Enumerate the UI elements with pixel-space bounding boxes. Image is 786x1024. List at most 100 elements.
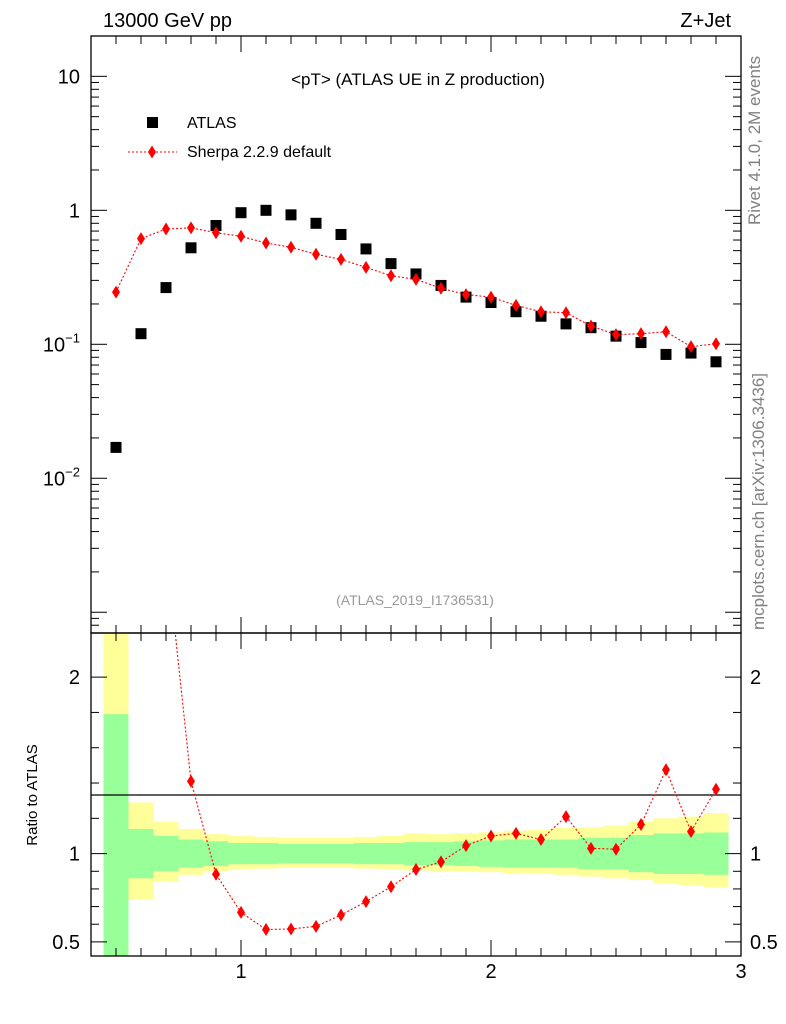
sherpa-marker: [637, 327, 645, 341]
sherpa-marker: [387, 269, 395, 283]
ratio-y-axis-label: Ratio to ATLAS: [24, 744, 41, 845]
legend: ATLAS Sherpa 2.2.9 default: [128, 115, 332, 161]
sherpa-marker: [287, 240, 295, 254]
stat-band-bin: [403, 842, 429, 866]
sherpa-marker: [712, 337, 720, 351]
ratio-line: [174, 633, 717, 931]
sherpa-marker: [612, 328, 620, 342]
main-y-tick-label: 1: [69, 200, 80, 222]
sherpa-marker: [587, 319, 595, 333]
rivet-label: Rivet 4.1.0, 2M events: [745, 56, 764, 225]
ratio-y-tick-label-left: 2: [69, 667, 80, 689]
sherpa-marker: [212, 226, 220, 240]
ratio-axis-ticks: [91, 633, 742, 956]
sherpa-marker: [487, 290, 495, 304]
stat-band-bin: [678, 833, 704, 874]
main-y-tick-label: 10−1: [43, 330, 80, 356]
ratio-marker: [512, 826, 520, 840]
sherpa-marker: [187, 221, 195, 235]
atlas-marker: [285, 209, 297, 221]
ratio-tick-labels: 0.5 0.5 1 1 2 2 1 2 3: [52, 667, 778, 983]
stat-band-bin: [328, 843, 354, 864]
atlas-marker: [135, 328, 147, 340]
sherpa-marker: [312, 247, 320, 261]
stat-band-bin: [253, 843, 279, 865]
ratio-marker: [562, 810, 570, 824]
ratio-marker: [212, 867, 220, 881]
atlas-marker: [260, 204, 272, 216]
ratio-y-tick-label-right: 1: [750, 844, 761, 866]
ratio-y-tick-label-left: 0.5: [52, 932, 80, 954]
main-y-tick-labels: 10 1 10−1 10−2: [43, 66, 80, 490]
stat-band-bin: [103, 714, 129, 956]
ratio-marker: [487, 829, 495, 843]
ratio-marker: [612, 842, 620, 856]
atlas-marker: [310, 217, 322, 229]
atlas-marker: [210, 220, 222, 232]
ratio-marker: [462, 839, 470, 853]
ratio-y-tick-label-left: 1: [69, 844, 80, 866]
ratio-x-tick-label: 3: [735, 961, 746, 983]
ratio-marker: [387, 880, 395, 894]
stat-band-bin: [278, 843, 304, 864]
atlas-marker: [660, 348, 672, 360]
stat-band-bin: [353, 843, 379, 865]
ratio-marker: [637, 818, 645, 832]
ratio-marker: [587, 841, 595, 855]
atlas-marker: [635, 337, 647, 349]
ratio-bands-layer: [103, 633, 729, 956]
ratio-marker: [187, 774, 195, 788]
sherpa-line: [115, 227, 717, 348]
sherpa-marker: [512, 298, 520, 312]
ratio-marker: [537, 833, 545, 847]
ratio-marker: [712, 782, 720, 796]
atlas-marker: [160, 282, 172, 294]
atlas-marker: [335, 228, 347, 240]
header-process-label: Z+Jet: [680, 10, 731, 32]
sherpa-marker: [537, 305, 545, 319]
stat-band-bin: [203, 841, 229, 866]
legend-sherpa-marker: [148, 145, 156, 159]
stat-band-bin: [703, 832, 729, 875]
sherpa-marker: [562, 306, 570, 320]
ratio-frame: [90, 632, 742, 957]
sherpa-marker: [687, 340, 695, 354]
sherpa-marker: [437, 281, 445, 295]
ratio-x-tick-label: 2: [485, 961, 496, 983]
stat-band-bin: [653, 833, 679, 874]
ratio-x-tick-label: 1: [235, 961, 246, 983]
atlas-marker: [385, 258, 397, 270]
legend-sherpa-label: Sherpa 2.2.9 default: [187, 144, 332, 161]
sherpa-marker: [662, 325, 670, 339]
ratio-marker: [337, 908, 345, 922]
ratio-marker: [662, 763, 670, 777]
ratio-marker: [162, 540, 170, 553]
atlas-marker: [360, 243, 372, 255]
stat-band-bin: [628, 835, 654, 873]
atlas-marker: [560, 318, 572, 330]
stat-band-bin: [428, 842, 454, 866]
ratio-marker: [312, 919, 320, 933]
main-title: <pT> (ATLAS UE in Z production): [291, 70, 545, 89]
atlas-marker: [710, 356, 722, 368]
sherpa-marker: [237, 229, 245, 243]
sherpa-marker: [462, 288, 470, 302]
stat-band-bin: [478, 840, 504, 867]
main-y-tick-label: 10−2: [43, 464, 80, 490]
mcplots-label: mcplots.cern.ch [arXiv:1306.3436]: [749, 373, 768, 630]
sherpa-marker: [112, 285, 120, 299]
ratio-marker: [262, 923, 270, 937]
ratio-marker: [362, 895, 370, 909]
stat-band-bin: [153, 835, 179, 872]
atlas-marker: [185, 242, 197, 254]
stat-band-bin: [178, 839, 204, 868]
stat-band-bin: [503, 839, 529, 868]
stat-band-bin: [553, 839, 579, 868]
sherpa-marker: [337, 252, 345, 266]
ratio-marker: [437, 855, 445, 869]
ratio-marker: [287, 922, 295, 936]
stat-band-bin: [228, 843, 254, 865]
legend-atlas-marker: [147, 117, 158, 128]
sherpa-marker: [262, 236, 270, 250]
